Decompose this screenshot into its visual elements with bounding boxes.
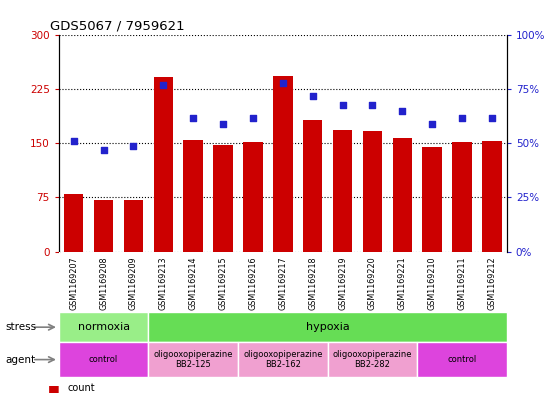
Text: GSM1169211: GSM1169211 bbox=[458, 256, 466, 310]
Text: hypoxia: hypoxia bbox=[306, 322, 349, 332]
Text: GSM1169213: GSM1169213 bbox=[159, 256, 168, 310]
Bar bbox=[328, 342, 417, 377]
Bar bbox=[422, 147, 442, 252]
Text: control: control bbox=[447, 355, 477, 364]
Text: GSM1169220: GSM1169220 bbox=[368, 256, 377, 310]
Bar bbox=[148, 312, 507, 342]
Bar bbox=[64, 194, 83, 252]
Text: GDS5067 / 7959621: GDS5067 / 7959621 bbox=[50, 20, 184, 33]
Point bbox=[218, 121, 227, 127]
Point bbox=[458, 114, 466, 121]
Bar bbox=[393, 138, 412, 252]
Text: GSM1169210: GSM1169210 bbox=[428, 256, 437, 310]
Bar bbox=[213, 145, 233, 252]
Text: GSM1169216: GSM1169216 bbox=[249, 256, 258, 310]
Bar bbox=[482, 141, 502, 252]
Text: GSM1169214: GSM1169214 bbox=[189, 256, 198, 310]
Bar bbox=[417, 342, 507, 377]
Text: GSM1169221: GSM1169221 bbox=[398, 256, 407, 310]
Point bbox=[249, 114, 258, 121]
Point bbox=[189, 114, 198, 121]
Text: GSM1169207: GSM1169207 bbox=[69, 256, 78, 310]
Bar bbox=[452, 142, 472, 252]
Point bbox=[278, 80, 287, 86]
Bar bbox=[363, 131, 382, 252]
Point bbox=[129, 142, 138, 149]
Text: oligooxopiperazine
BB2-162: oligooxopiperazine BB2-162 bbox=[243, 350, 323, 369]
Point bbox=[308, 93, 317, 99]
Bar bbox=[59, 342, 148, 377]
Point bbox=[398, 108, 407, 114]
Text: normoxia: normoxia bbox=[77, 322, 130, 332]
Text: oligooxopiperazine
BB2-125: oligooxopiperazine BB2-125 bbox=[153, 350, 233, 369]
Text: agent: agent bbox=[6, 354, 36, 365]
Bar bbox=[243, 142, 263, 252]
Point bbox=[487, 114, 496, 121]
Bar bbox=[59, 312, 148, 342]
Bar bbox=[184, 140, 203, 252]
Bar bbox=[153, 77, 173, 252]
Bar bbox=[148, 342, 238, 377]
Text: GSM1169219: GSM1169219 bbox=[338, 256, 347, 310]
Bar bbox=[333, 130, 352, 252]
Point bbox=[69, 138, 78, 144]
Bar bbox=[94, 200, 113, 252]
Text: count: count bbox=[67, 383, 95, 393]
Point bbox=[428, 121, 437, 127]
Text: GSM1169217: GSM1169217 bbox=[278, 256, 287, 310]
Text: GSM1169215: GSM1169215 bbox=[218, 256, 227, 310]
Bar bbox=[303, 120, 323, 252]
Point bbox=[99, 147, 108, 153]
Text: GSM1169209: GSM1169209 bbox=[129, 256, 138, 310]
Bar bbox=[238, 342, 328, 377]
Text: oligooxopiperazine
BB2-282: oligooxopiperazine BB2-282 bbox=[333, 350, 412, 369]
Bar bbox=[124, 200, 143, 252]
Point bbox=[368, 101, 377, 108]
Text: GSM1169218: GSM1169218 bbox=[308, 256, 317, 310]
Text: GSM1169208: GSM1169208 bbox=[99, 256, 108, 310]
Point bbox=[159, 82, 168, 88]
Text: GSM1169212: GSM1169212 bbox=[487, 256, 496, 310]
Point bbox=[338, 101, 347, 108]
Bar bbox=[273, 76, 292, 252]
Text: control: control bbox=[89, 355, 118, 364]
Text: ■: ■ bbox=[48, 383, 59, 393]
Text: stress: stress bbox=[6, 322, 37, 332]
